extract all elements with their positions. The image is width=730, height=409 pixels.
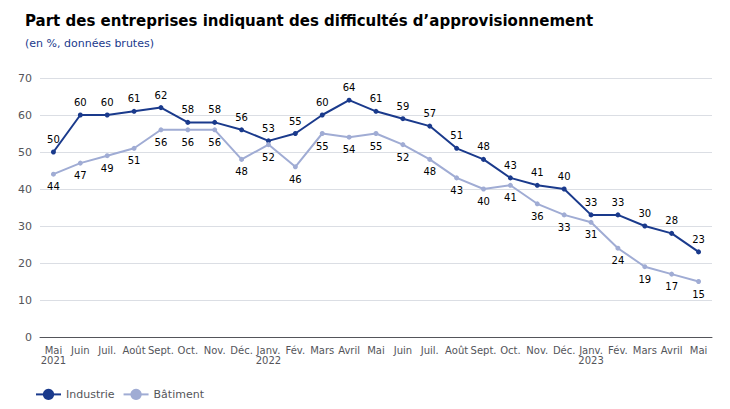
svg-text:Fév.: Fév. xyxy=(286,345,306,356)
svg-text:48: 48 xyxy=(235,166,248,177)
svg-text:Août: Août xyxy=(445,345,468,356)
svg-text:2022: 2022 xyxy=(256,355,281,366)
svg-text:Oct.: Oct. xyxy=(178,345,198,356)
svg-text:Janv.: Janv. xyxy=(256,344,281,356)
svg-text:Mai: Mai xyxy=(44,344,63,356)
svg-text:10: 10 xyxy=(18,294,32,307)
svg-text:56: 56 xyxy=(155,137,168,148)
svg-text:64: 64 xyxy=(343,82,356,93)
svg-text:17: 17 xyxy=(665,281,678,292)
svg-text:Déc.: Déc. xyxy=(230,345,253,356)
svg-text:40: 40 xyxy=(558,171,571,182)
svg-text:46: 46 xyxy=(289,174,302,185)
svg-text:70: 70 xyxy=(18,72,32,85)
svg-text:62: 62 xyxy=(155,90,168,101)
svg-text:33: 33 xyxy=(585,197,598,208)
svg-text:58: 58 xyxy=(208,104,221,115)
svg-text:2023: 2023 xyxy=(578,355,603,366)
svg-text:61: 61 xyxy=(128,93,141,104)
svg-text:30: 30 xyxy=(18,220,32,233)
svg-text:55: 55 xyxy=(316,141,329,152)
svg-text:61: 61 xyxy=(370,93,383,104)
svg-text:41: 41 xyxy=(504,192,517,203)
svg-text:Juil.: Juil. xyxy=(420,345,439,356)
svg-text:57: 57 xyxy=(423,108,436,119)
svg-text:Part des entreprises indiquant: Part des entreprises indiquant des diffi… xyxy=(25,12,593,30)
svg-text:33: 33 xyxy=(558,222,571,233)
svg-text:2021: 2021 xyxy=(41,355,66,366)
svg-text:60: 60 xyxy=(101,97,114,108)
svg-text:48: 48 xyxy=(423,166,436,177)
svg-text:Industrie: Industrie xyxy=(66,388,115,401)
svg-text:Nov.: Nov. xyxy=(526,345,548,356)
svg-text:56: 56 xyxy=(181,137,194,148)
svg-text:59: 59 xyxy=(397,101,410,112)
svg-text:20: 20 xyxy=(18,257,32,270)
svg-text:Avril: Avril xyxy=(661,345,683,356)
svg-text:60: 60 xyxy=(74,97,87,108)
svg-text:15: 15 xyxy=(692,289,705,300)
svg-text:55: 55 xyxy=(370,141,383,152)
svg-text:Sept.: Sept. xyxy=(471,345,497,356)
svg-text:52: 52 xyxy=(397,152,410,163)
svg-text:50: 50 xyxy=(47,134,60,145)
svg-text:19: 19 xyxy=(638,274,651,285)
svg-text:Bâtiment: Bâtiment xyxy=(154,388,205,401)
svg-text:Fév.: Fév. xyxy=(608,345,628,356)
svg-text:(en %, données brutes): (en %, données brutes) xyxy=(25,37,154,50)
svg-text:56: 56 xyxy=(208,137,221,148)
svg-text:Sept.: Sept. xyxy=(148,345,174,356)
svg-text:55: 55 xyxy=(289,116,302,127)
svg-text:51: 51 xyxy=(450,130,463,141)
svg-text:Mars: Mars xyxy=(633,345,657,356)
svg-text:23: 23 xyxy=(692,234,705,245)
svg-text:40: 40 xyxy=(18,183,32,196)
svg-text:54: 54 xyxy=(343,144,356,155)
svg-text:Oct.: Oct. xyxy=(500,345,520,356)
svg-text:Mai: Mai xyxy=(367,345,385,356)
svg-text:Août: Août xyxy=(123,345,146,356)
svg-text:60: 60 xyxy=(18,109,32,122)
svg-text:48: 48 xyxy=(477,141,490,152)
svg-text:51: 51 xyxy=(128,155,141,166)
svg-text:50: 50 xyxy=(18,146,32,159)
svg-text:28: 28 xyxy=(665,215,678,226)
svg-text:43: 43 xyxy=(504,160,517,171)
svg-text:24: 24 xyxy=(612,255,625,266)
svg-text:41: 41 xyxy=(531,167,544,178)
svg-text:31: 31 xyxy=(585,229,598,240)
svg-text:49: 49 xyxy=(101,163,114,174)
svg-text:Juil.: Juil. xyxy=(97,345,116,356)
svg-text:Nov.: Nov. xyxy=(204,345,226,356)
svg-text:Déc.: Déc. xyxy=(553,345,576,356)
svg-text:53: 53 xyxy=(262,123,275,134)
svg-text:0: 0 xyxy=(25,331,32,344)
svg-text:56: 56 xyxy=(235,112,248,123)
svg-text:60: 60 xyxy=(316,97,329,108)
svg-text:33: 33 xyxy=(612,197,625,208)
svg-text:Avril: Avril xyxy=(338,345,360,356)
svg-text:40: 40 xyxy=(477,196,490,207)
svg-text:43: 43 xyxy=(450,185,463,196)
svg-text:47: 47 xyxy=(74,170,87,181)
svg-text:36: 36 xyxy=(531,211,544,222)
svg-text:30: 30 xyxy=(638,208,651,219)
svg-text:58: 58 xyxy=(181,104,194,115)
svg-text:Juin: Juin xyxy=(70,345,89,356)
svg-text:Mars: Mars xyxy=(310,345,334,356)
svg-text:52: 52 xyxy=(262,152,275,163)
svg-text:Juin: Juin xyxy=(393,345,412,356)
svg-text:Mai: Mai xyxy=(690,345,708,356)
svg-text:Janv.: Janv. xyxy=(579,344,603,356)
svg-text:44: 44 xyxy=(47,181,60,192)
